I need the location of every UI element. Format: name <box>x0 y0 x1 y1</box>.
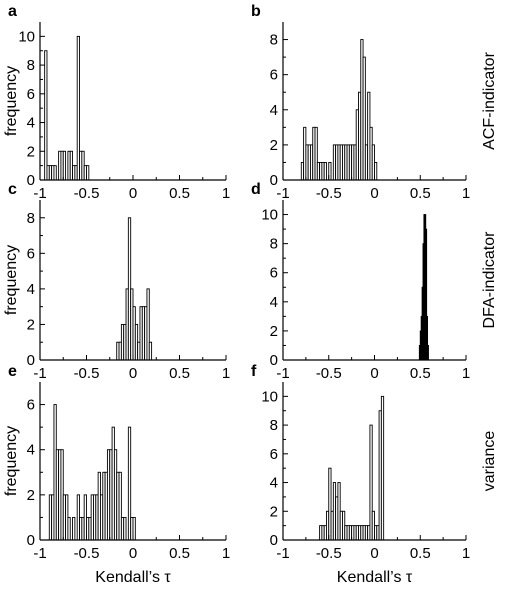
histogram-bar <box>67 516 71 541</box>
panel-b: -1 -0.5 0 0.5 1 0 2 4 6 8b ACF-indicator <box>251 3 498 202</box>
y-tick-label: 6 <box>27 397 35 414</box>
panel-c: -1 -0.5 0 0.5 1 0 2 4 6 8c frequency <box>3 181 230 382</box>
x-tick-label: -0.5 <box>316 365 342 382</box>
panel-letter: a <box>8 3 17 20</box>
histogram-bar <box>380 395 385 541</box>
histogram-bar <box>148 341 153 361</box>
x-tick-label: 0.5 <box>169 185 190 202</box>
y-tick-label: 6 <box>270 265 278 282</box>
x-tick-label: 0 <box>129 545 137 562</box>
x-tick-label: 1 <box>462 365 470 382</box>
x-tick-label: 0 <box>370 185 378 202</box>
x-tick-label: 0.5 <box>410 365 431 382</box>
x-tick-label: 1 <box>222 185 230 202</box>
x-tick-label: -1 <box>276 185 289 202</box>
x-tick-label: 1 <box>462 185 470 202</box>
x-tick-label: 0.5 <box>169 545 190 562</box>
y-tick-label: 4 <box>270 475 278 492</box>
panel-letter: b <box>251 3 261 20</box>
x-tick-label: -0.5 <box>316 185 342 202</box>
x-tick-label: 0.5 <box>410 545 431 562</box>
y-tick-label: 4 <box>27 115 35 132</box>
histogram-bar <box>44 50 48 181</box>
panel-letter: d <box>251 181 261 198</box>
x-tick-label: 0 <box>370 545 378 562</box>
x-axis-label: Kendall’s τ <box>95 569 171 586</box>
x-tick-label: -1 <box>276 545 289 562</box>
y-tick-label: 2 <box>27 143 35 160</box>
y-tick-label: 10 <box>18 28 35 45</box>
x-tick-label: 1 <box>222 545 230 562</box>
y-tick-label: 6 <box>270 446 278 463</box>
y-tick-label: 0 <box>27 352 35 369</box>
histogram-bar <box>427 345 429 361</box>
x-tick-label: -0.5 <box>316 545 342 562</box>
histogram-bar <box>72 516 76 541</box>
x-tick-label: -1 <box>33 365 46 382</box>
x-tick-label: -1 <box>33 545 46 562</box>
y-tick-label: 4 <box>270 102 278 119</box>
y-tick-label: 2 <box>270 137 278 154</box>
y-tick-label: 4 <box>270 294 278 311</box>
x-tick-label: -1 <box>276 365 289 382</box>
y-tick-label: 8 <box>27 210 35 227</box>
y-tick-label: 4 <box>27 281 35 298</box>
y-tick-label: 10 <box>261 388 278 405</box>
y-tick-label: 6 <box>27 245 35 262</box>
x-axis-label: Kendall’s τ <box>337 569 413 586</box>
row-label: ACF-indicator <box>481 51 498 149</box>
panel-letter: e <box>8 363 17 380</box>
row-label: variance <box>481 431 498 492</box>
x-tick-label: -0.5 <box>74 365 100 382</box>
y-tick-label: 6 <box>27 86 35 103</box>
x-tick-label: 1 <box>462 545 470 562</box>
y-tick-label: 2 <box>27 316 35 333</box>
x-tick-label: 1 <box>222 365 230 382</box>
x-tick-label: -0.5 <box>74 545 100 562</box>
y-tick-label: 8 <box>270 236 278 253</box>
y-axis-label: frequency <box>3 66 20 136</box>
y-tick-label: 0 <box>270 172 278 189</box>
x-tick-label: 0 <box>129 365 137 382</box>
y-tick-label: 10 <box>261 207 278 224</box>
y-tick-label: 4 <box>27 442 35 459</box>
y-tick-label: 0 <box>270 532 278 549</box>
x-tick-label: 0.5 <box>169 365 190 382</box>
y-tick-label: 2 <box>27 487 35 504</box>
y-tick-label: 8 <box>27 57 35 74</box>
histogram-bar <box>323 161 327 181</box>
y-tick-label: 8 <box>270 417 278 434</box>
y-tick-label: 0 <box>27 172 35 189</box>
panel-letter: c <box>8 181 17 198</box>
x-tick-label: 0 <box>129 185 137 202</box>
histogram-bar <box>62 150 67 181</box>
x-tick-label: -0.5 <box>74 185 100 202</box>
y-axis-label: frequency <box>3 426 20 496</box>
y-tick-label: 0 <box>270 352 278 369</box>
histogram-bar <box>123 516 127 541</box>
y-tick-label: 6 <box>270 67 278 84</box>
x-tick-label: 0.5 <box>410 185 431 202</box>
y-axis-label: frequency <box>3 245 20 315</box>
histogram-bar <box>53 165 57 181</box>
y-tick-label: 2 <box>270 323 278 340</box>
y-tick-label: 8 <box>270 32 278 49</box>
row-label: DFA-indicator <box>481 231 498 329</box>
panel-e: -1 -0.5 0 0.5 1 0 2 4 6e frequency Kendall’s τ <box>3 363 230 586</box>
y-tick-label: 2 <box>270 503 278 520</box>
panel-letter: f <box>251 363 257 380</box>
y-tick-label: 0 <box>27 532 35 549</box>
x-tick-label: -1 <box>33 185 46 202</box>
x-tick-label: 0 <box>370 365 378 382</box>
